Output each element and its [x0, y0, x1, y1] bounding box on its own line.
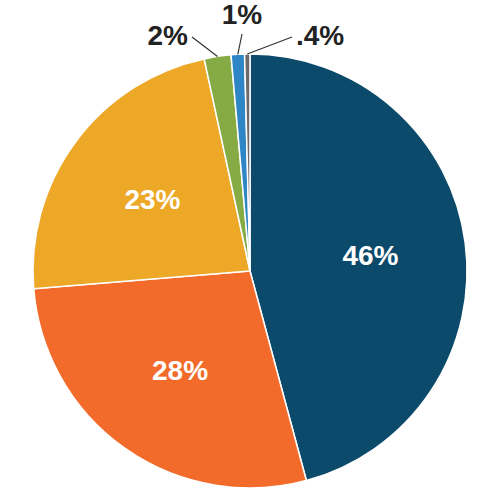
pie-slice	[245, 54, 250, 271]
leader-line	[238, 34, 242, 54]
data-label: 46%	[342, 240, 398, 271]
data-label: 2%	[148, 20, 189, 51]
data-label: 23%	[124, 184, 180, 215]
pie-slice	[34, 271, 307, 488]
leader-line	[247, 37, 292, 54]
slices	[33, 54, 467, 488]
pie-slice	[231, 54, 250, 271]
data-label: 28%	[152, 355, 208, 386]
data-label: .4%	[296, 20, 344, 51]
leader-line	[192, 37, 218, 56]
data-label: 1%	[222, 0, 263, 30]
chart: 46% 28% 23% 2% 1% .4%	[0, 0, 492, 494]
labels: 46% 28% 23% 2% 1% .4%	[124, 0, 398, 386]
pie-slice	[204, 55, 250, 271]
